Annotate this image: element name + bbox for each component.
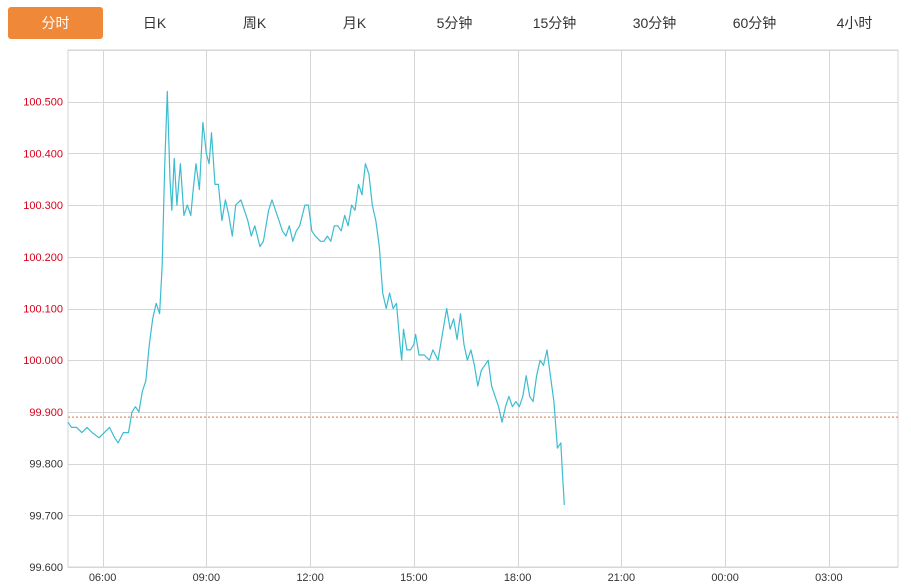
tab-4hour[interactable]: 4小时 xyxy=(836,15,873,31)
y-tick-label: 99.900 xyxy=(29,407,63,419)
x-tick-label: 09:00 xyxy=(193,572,221,584)
x-tick-label: 12:00 xyxy=(296,572,324,584)
x-tick-label: 15:00 xyxy=(400,572,428,584)
y-tick-label: 100.200 xyxy=(23,252,63,264)
plot-frame xyxy=(67,49,899,568)
x-axis-labels: 06:00 09:00 12:00 15:00 18:00 21:00 00:00 03:00 xyxy=(89,572,843,584)
y-tick-label: 100.500 xyxy=(23,97,63,109)
y-tick-label: 100.400 xyxy=(23,148,63,160)
x-tick-label: 06:00 xyxy=(89,572,117,584)
tab-intraday[interactable]: 分时 xyxy=(8,7,103,39)
y-axis-labels: 100.500 100.400 100.300 100.200 100.100 100.0… xyxy=(23,97,63,574)
x-tick-label: 18:00 xyxy=(504,572,532,584)
y-tick-label: 99.700 xyxy=(29,510,63,522)
tab-weekly-k[interactable]: 周K xyxy=(242,15,267,31)
x-tick-label: 21:00 xyxy=(608,572,636,584)
tab-daily-k[interactable]: 日K xyxy=(142,15,167,31)
y-tick-label: 100.100 xyxy=(23,304,63,316)
tab-5min[interactable]: 5分钟 xyxy=(436,15,473,31)
y-tick-label: 99.600 xyxy=(29,562,63,574)
x-tick-label: 00:00 xyxy=(711,572,739,584)
tab-30min[interactable]: 30分钟 xyxy=(632,15,677,31)
y-tick-label: 100.000 xyxy=(23,355,63,367)
chart-grid xyxy=(67,49,899,568)
price-line xyxy=(67,90,565,506)
tab-monthly-k[interactable]: 月K xyxy=(342,15,367,31)
y-tick-label: 100.300 xyxy=(23,200,63,212)
tab-60min[interactable]: 60分钟 xyxy=(732,15,777,31)
price-series xyxy=(67,90,565,506)
tab-15min[interactable]: 15分钟 xyxy=(532,15,577,31)
y-tick-label: 99.800 xyxy=(29,459,63,471)
chart-period-tabs: 分时 日K 周K 月K 5分钟 15分钟 30分钟 60分钟 4小时 xyxy=(0,0,911,44)
x-tick-label: 03:00 xyxy=(815,572,843,584)
